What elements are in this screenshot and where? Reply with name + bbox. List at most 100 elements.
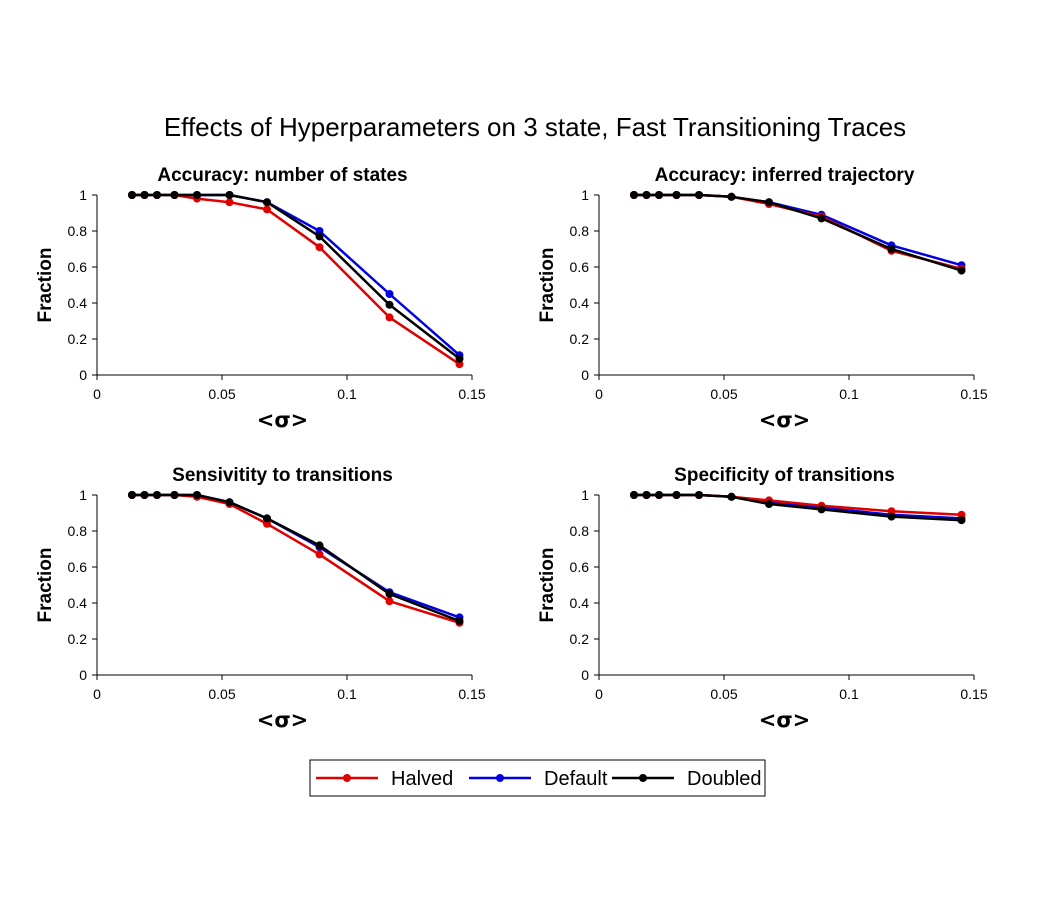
- x-tick-label: 0.1: [839, 386, 859, 402]
- data-point-doubled: [128, 191, 136, 199]
- data-point-doubled: [263, 198, 271, 207]
- y-tick-label: 0.4: [570, 295, 590, 311]
- chart-panels: Accuracy: number of states 0 0.2 0.4 0.6 0.8 1…: [35, 165, 988, 732]
- x-tick-label: 0: [93, 386, 101, 402]
- x-tick-label: 0: [595, 686, 603, 702]
- y-axis-label: Fraction: [35, 548, 56, 623]
- chart-panel-2: Accuracy: inferred trajectory 0 0.2 0.4 0.6 0…: [537, 165, 988, 432]
- y-tick-label: 0.4: [68, 595, 88, 611]
- x-axis-label: <σ>: [759, 708, 811, 732]
- data-point-doubled: [765, 500, 773, 508]
- data-point-doubled: [695, 191, 703, 199]
- data-point-halved: [385, 313, 394, 322]
- y-tick-label: 0.6: [570, 259, 590, 275]
- panel-title: Accuracy: number of states: [157, 165, 407, 186]
- y-tick-label: 1: [581, 487, 589, 503]
- x-tick-label: 0.15: [960, 686, 987, 702]
- series-line-doubled: [634, 493, 962, 522]
- panel-title: Accuracy: inferred trajectory: [655, 165, 915, 186]
- chart-panel-4: Specificity of transitions 0 0.2 0.4 0.6 0.8 1…: [537, 465, 988, 732]
- y-tick-label: 0.4: [570, 595, 590, 611]
- data-point-doubled: [128, 491, 136, 499]
- series-line-halved: [634, 193, 962, 271]
- y-tick-label: 0: [79, 367, 87, 383]
- y-tick-label: 0.2: [68, 631, 88, 647]
- y-tick-label: 0.8: [68, 223, 88, 239]
- series-line-default: [132, 493, 460, 619]
- data-point-doubled: [695, 491, 703, 499]
- x-tick-label: 0.05: [208, 686, 235, 702]
- x-tick-label: 0.1: [337, 386, 357, 402]
- data-point-doubled: [140, 191, 149, 199]
- legend-marker-default: [496, 774, 504, 782]
- y-tick-label: 0.2: [570, 331, 590, 347]
- x-tick-label: 0: [93, 686, 101, 702]
- legend-label-doubled: Doubled: [687, 768, 762, 790]
- data-point-halved: [315, 550, 324, 559]
- data-point-halved: [315, 243, 324, 252]
- data-point-doubled: [630, 491, 638, 499]
- data-point-doubled: [455, 617, 464, 625]
- x-tick-label: 0.1: [337, 686, 357, 702]
- x-tick-label: 0: [595, 386, 603, 402]
- legend: Halved Default Doubled: [309, 759, 766, 797]
- y-axis-label: Fraction: [537, 548, 558, 623]
- data-point-doubled: [225, 191, 234, 199]
- data-point-doubled: [765, 198, 773, 207]
- panel-title: Sensivitity to transitions: [172, 465, 393, 486]
- data-point-doubled: [170, 191, 179, 199]
- y-tick-label: 0: [581, 367, 589, 383]
- data-point-doubled: [957, 516, 966, 525]
- data-point-doubled: [727, 192, 736, 201]
- data-point-doubled: [957, 266, 966, 275]
- chart-panel-3: Sensivitity to transitions 0 0.2 0.4 0.6 0.8 1…: [35, 465, 486, 732]
- data-point-doubled: [642, 191, 651, 199]
- y-tick-label: 0.8: [68, 523, 88, 539]
- y-tick-label: 0.6: [68, 259, 88, 275]
- y-tick-label: 1: [79, 487, 87, 503]
- legend-label-halved: Halved: [391, 768, 453, 790]
- data-point-halved: [385, 597, 394, 606]
- data-point-default: [385, 290, 394, 298]
- x-axis-label: <σ>: [257, 408, 309, 432]
- data-point-doubled: [263, 514, 271, 523]
- data-point-doubled: [225, 498, 234, 507]
- data-point-doubled: [315, 232, 324, 241]
- data-point-doubled: [140, 491, 149, 499]
- data-point-doubled: [887, 512, 896, 521]
- data-point-doubled: [193, 491, 201, 499]
- panel-title: Specificity of transitions: [674, 465, 895, 486]
- data-point-doubled: [672, 491, 681, 499]
- legend-label-default: Default: [544, 768, 608, 790]
- data-point-doubled: [887, 245, 896, 253]
- y-axis-label: Fraction: [537, 248, 558, 323]
- y-tick-label: 0.8: [570, 523, 590, 539]
- data-point-halved: [225, 198, 234, 207]
- data-point-doubled: [385, 300, 394, 309]
- y-axis-label: Fraction: [35, 248, 56, 323]
- y-tick-label: 0.8: [570, 223, 590, 239]
- data-point-doubled: [153, 491, 161, 499]
- series-line-halved: [132, 493, 460, 624]
- data-point-doubled: [315, 541, 324, 550]
- x-tick-label: 0.05: [710, 386, 737, 402]
- x-tick-label: 0.05: [208, 386, 235, 402]
- data-point-doubled: [655, 491, 663, 499]
- data-point-doubled: [642, 491, 651, 499]
- data-point-doubled: [727, 492, 736, 501]
- x-tick-label: 0.15: [458, 686, 485, 702]
- legend-box: [309, 759, 766, 797]
- y-tick-label: 0: [581, 667, 589, 683]
- data-point-doubled: [153, 191, 161, 199]
- series-line-doubled: [132, 493, 460, 623]
- data-point-doubled: [672, 191, 681, 199]
- series-line-doubled: [634, 193, 962, 272]
- y-tick-label: 0.2: [570, 631, 590, 647]
- series-line-doubled: [132, 193, 461, 360]
- x-tick-label: 0.15: [960, 386, 987, 402]
- x-tick-label: 0.05: [710, 686, 737, 702]
- y-tick-label: 0.4: [68, 295, 88, 311]
- data-point-doubled: [655, 191, 663, 199]
- x-tick-label: 0.15: [458, 386, 485, 402]
- x-axis-label: <σ>: [759, 408, 811, 432]
